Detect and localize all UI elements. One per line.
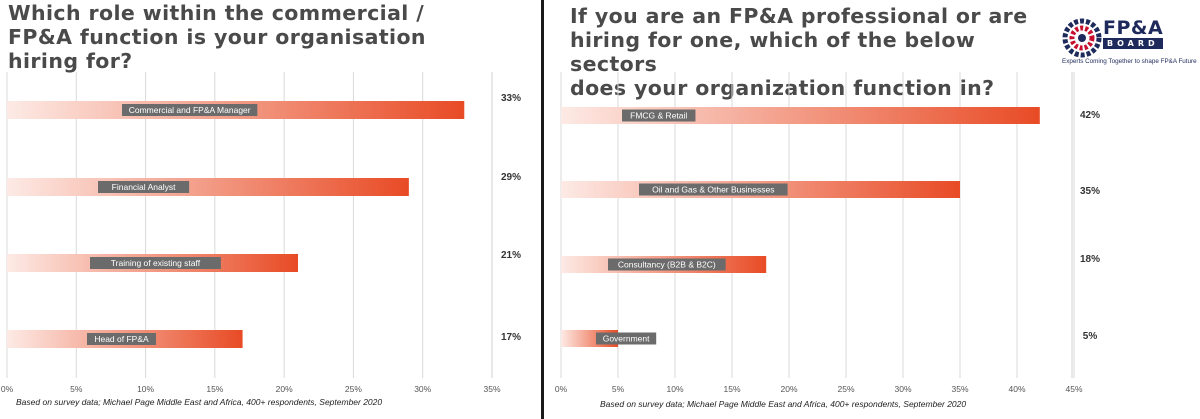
- x-tick-label: 25%: [345, 384, 362, 394]
- category-label: Training of existing staff: [111, 258, 201, 268]
- x-tick-label: 30%: [894, 384, 911, 394]
- category-label: Commercial and FP&A Manager: [129, 105, 251, 115]
- right-chart-source: Based on survey data; Michael Page Middl…: [600, 399, 967, 409]
- bar: [7, 178, 409, 196]
- left-bar-chart: 0% 5% 10% 15% 20% 25% 30% 35% Commercial and FP&…: [1, 72, 521, 394]
- x-tick-label: 10%: [137, 384, 154, 394]
- x-tick-label: 45%: [1065, 384, 1082, 394]
- x-tick-label: 40%: [1008, 384, 1025, 394]
- category-label-box: [639, 183, 788, 196]
- x-tick-label: 15%: [723, 384, 740, 394]
- category-label: FMCG & Retail: [630, 111, 687, 121]
- value-label: 18%: [1080, 254, 1100, 265]
- right-bar-chart: 0% 5% 10% 15% 20% 25% 30% 35% 40% 45% FMCG & Retai…: [555, 72, 1100, 394]
- x-tick-label: 20%: [276, 384, 293, 394]
- x-tick-label: 5%: [70, 384, 83, 394]
- value-label: 35%: [1080, 186, 1100, 197]
- value-label: 17%: [501, 332, 521, 343]
- logo-wordmark: FP&A: [1103, 17, 1164, 39]
- category-label-box: [87, 333, 157, 345]
- category-label-box: [622, 109, 696, 122]
- fpa-board-emblem-icon: [1062, 18, 1102, 58]
- right-chart-title: If you are an FP&A professional or are h…: [570, 4, 1028, 100]
- x-tick-label: 0%: [555, 384, 568, 394]
- x-tick-label: 15%: [206, 384, 223, 394]
- x-tick-label: 0%: [1, 384, 14, 394]
- x-tick-label: 35%: [951, 384, 968, 394]
- logo-board: BOARD: [1103, 38, 1163, 49]
- left-chart-panel: Which role within the commercial / FP&A …: [0, 0, 541, 419]
- left-chart-title: Which role within the commercial / FP&A …: [8, 1, 426, 73]
- logo-tagline: Experts Coming Together to shape FP&A Fu…: [1062, 58, 1197, 65]
- category-label-box: [608, 258, 726, 271]
- x-tick-label: 10%: [666, 384, 683, 394]
- category-label-box: [122, 104, 258, 116]
- x-tick-label: 35%: [483, 384, 500, 394]
- left-chart-source: Based on survey data; Michael Page Middl…: [16, 397, 383, 407]
- right-chart-panel: If you are an FP&A professional or are h…: [544, 0, 1200, 419]
- category-label: Government: [603, 334, 650, 344]
- category-label-box: [90, 257, 221, 269]
- x-tick-label: 30%: [414, 384, 431, 394]
- category-label: Head of FP&A: [94, 334, 149, 344]
- value-label: 33%: [501, 93, 521, 104]
- value-label: 5%: [1083, 331, 1098, 342]
- value-label: 29%: [501, 172, 521, 183]
- panel-divider: [541, 0, 544, 419]
- category-label-box: [596, 332, 657, 345]
- category-label-box: [98, 181, 190, 193]
- x-tick-label: 20%: [780, 384, 797, 394]
- x-tick-label: 25%: [837, 384, 854, 394]
- value-label: 42%: [1080, 110, 1100, 121]
- fpa-board-logo: FP&A BOARD Experts Coming Together to sh…: [1062, 17, 1198, 70]
- value-label: 21%: [501, 250, 521, 261]
- category-label: Consultancy (B2B & B2C): [618, 260, 716, 270]
- category-label: Financial Analyst: [112, 182, 176, 192]
- category-label: Oil and Gas & Other Businesses: [652, 185, 774, 195]
- x-tick-label: 5%: [612, 384, 625, 394]
